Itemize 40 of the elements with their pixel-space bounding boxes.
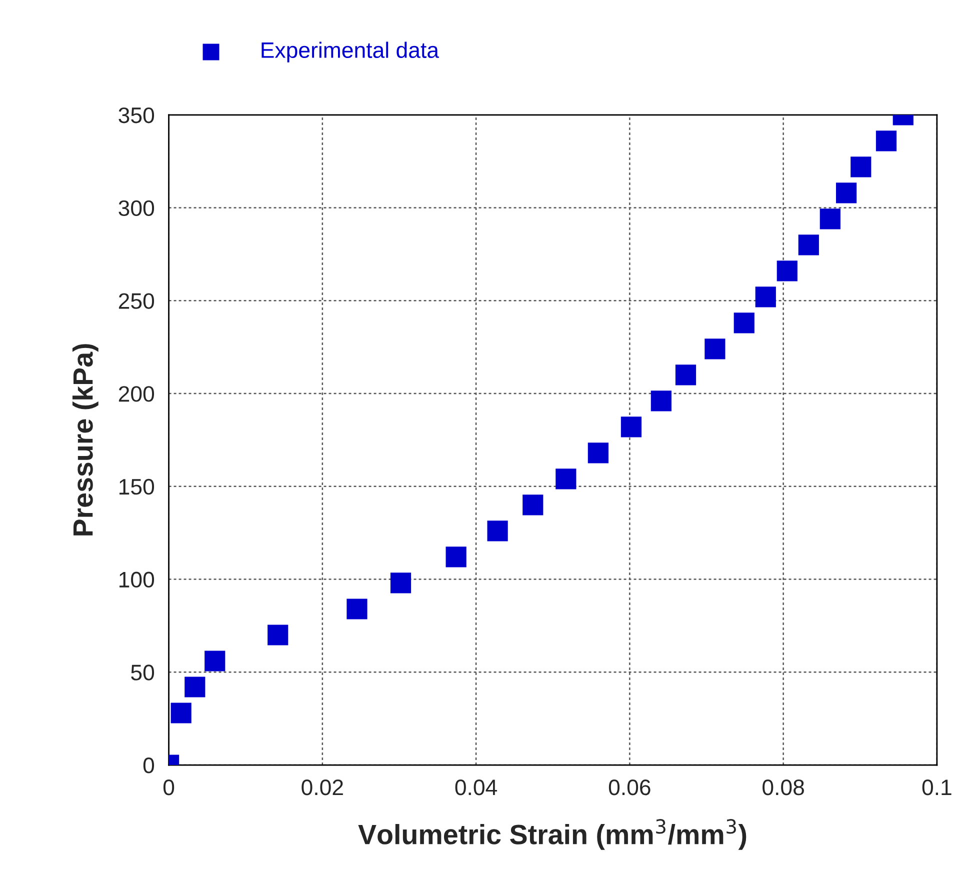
point xyxy=(876,130,897,152)
point xyxy=(776,260,798,282)
point xyxy=(556,468,576,490)
y-tick-label: 300 xyxy=(118,200,154,216)
point xyxy=(620,416,642,438)
point xyxy=(346,598,368,620)
point xyxy=(675,364,696,386)
point xyxy=(798,234,819,256)
x-tick-label: 0.04 xyxy=(455,779,498,796)
point xyxy=(487,520,508,542)
y-tick-label: 350 xyxy=(118,107,154,124)
legend-label: Experimental data xyxy=(262,42,440,62)
point xyxy=(390,572,412,594)
y-tick-label: 150 xyxy=(120,478,154,495)
point xyxy=(184,676,206,698)
point xyxy=(522,494,544,516)
x-axis-title: Volumetric Strain (mm$^{3}$/mm$^{3}$) xyxy=(358,819,746,850)
y-tick-label: 0 xyxy=(143,758,154,774)
point xyxy=(850,156,872,178)
x-tick-label: 0.06 xyxy=(608,779,650,796)
x-tick-label: 0 xyxy=(163,779,174,796)
y-tick-label: 100 xyxy=(120,572,154,588)
point xyxy=(170,702,192,724)
point xyxy=(650,390,672,412)
point xyxy=(446,546,466,568)
point xyxy=(588,442,608,464)
y-tick-label: 50 xyxy=(131,664,154,680)
y-axis-title: Pressure (kPa) xyxy=(72,344,98,536)
point xyxy=(734,312,754,334)
point xyxy=(204,650,226,672)
x-tick-label: 0.1 xyxy=(922,779,952,796)
y-tick-label: 250 xyxy=(118,293,154,309)
x-tick-label: 0.02 xyxy=(302,779,343,796)
point xyxy=(704,338,726,360)
y-tick-label: 200 xyxy=(118,386,154,402)
x-tick-label: 0.08 xyxy=(762,779,804,796)
point xyxy=(755,286,776,308)
point xyxy=(820,208,840,230)
point xyxy=(836,182,857,204)
point xyxy=(268,624,288,646)
